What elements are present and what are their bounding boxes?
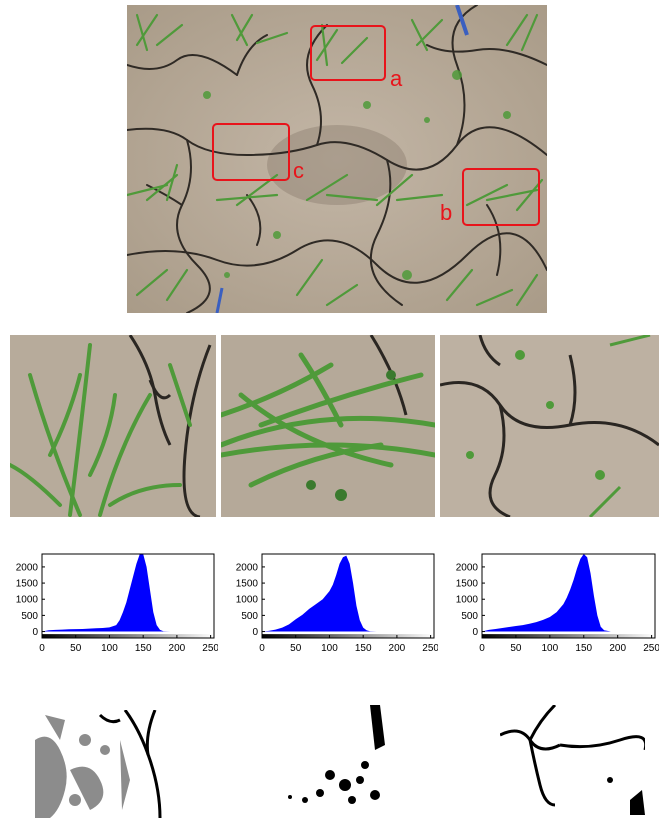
y-tick-label: 500 [241,611,258,622]
y-tick-label: 0 [472,627,478,638]
y-tick-label: 500 [461,611,478,622]
histogram-c-plot: 0 500 1000 1500 2000 0 50 100 150 200 250 [456,553,659,654]
x-tick-label: 0 [259,643,265,654]
x-tick-label: 250 [202,643,218,654]
x-tick-label: 50 [290,643,302,654]
histogram-bars [42,554,214,632]
y-tick-label: 1000 [456,595,479,606]
grayscale-colorbar [482,634,655,638]
x-tick-label: 50 [510,643,522,654]
region-a-box [310,25,386,81]
histogram-bars [482,554,655,632]
region-c-box [212,123,290,181]
crop-photo-b [221,335,435,517]
histogram-c: 0 500 1000 1500 2000 0 50 100 150 200 250 [440,548,659,658]
region-c-label: c [293,158,304,183]
y-tick-label: 2000 [16,562,39,573]
y-tick-label: 0 [252,627,258,638]
mask-c [499,703,648,815]
x-tick-label: 50 [70,643,82,654]
histogram-b: 0 500 1000 1500 2000 0 50 100 150 200 250 [220,548,438,658]
x-tick-label: 150 [355,643,372,654]
x-tick-label: 200 [169,643,186,654]
histogram-a: 0 500 1000 1500 2000 0 50 100 150 200 250 [0,548,218,658]
plot-frame [41,553,215,639]
region-a-label: a [390,66,403,91]
y-tick-label: 2000 [236,562,259,573]
x-tick-label: 150 [135,643,152,654]
field-photo [127,5,547,313]
x-tick-label: 100 [101,643,118,654]
x-tick-label: 200 [609,643,626,654]
y-tick-label: 1500 [236,579,259,590]
histogram-bars [262,555,434,632]
region-b-box [462,168,540,226]
x-tick-label: 250 [643,643,659,654]
histogram-b-plot: 0 500 1000 1500 2000 0 50 100 150 200 250 [236,553,438,654]
y-tick-label: 1000 [16,595,39,606]
x-tick-label: 100 [321,643,338,654]
crop-photo-c [440,335,659,517]
x-tick-label: 0 [479,643,485,654]
x-tick-label: 0 [39,643,45,654]
x-tick-label: 250 [422,643,438,654]
y-tick-label: 500 [21,611,38,622]
y-tick-label: 1500 [456,579,479,590]
grayscale-colorbar [262,634,434,638]
x-tick-label: 200 [389,643,406,654]
x-tick-label: 150 [575,643,592,654]
grayscale-colorbar [42,634,214,638]
y-tick-label: 2000 [456,562,479,573]
region-b-label: b [440,200,453,225]
mask-b [270,705,400,815]
x-tick-label: 100 [541,643,558,654]
mask-a [30,709,170,819]
y-tick-label: 0 [32,627,38,638]
y-tick-label: 1000 [236,595,259,606]
histogram-a-plot: 0 500 1000 1500 2000 0 50 100 150 200 250 [16,553,218,654]
y-tick-label: 1500 [16,579,39,590]
crop-photo-a [10,335,216,517]
plot-frame [481,553,656,639]
plot-frame [261,553,435,639]
